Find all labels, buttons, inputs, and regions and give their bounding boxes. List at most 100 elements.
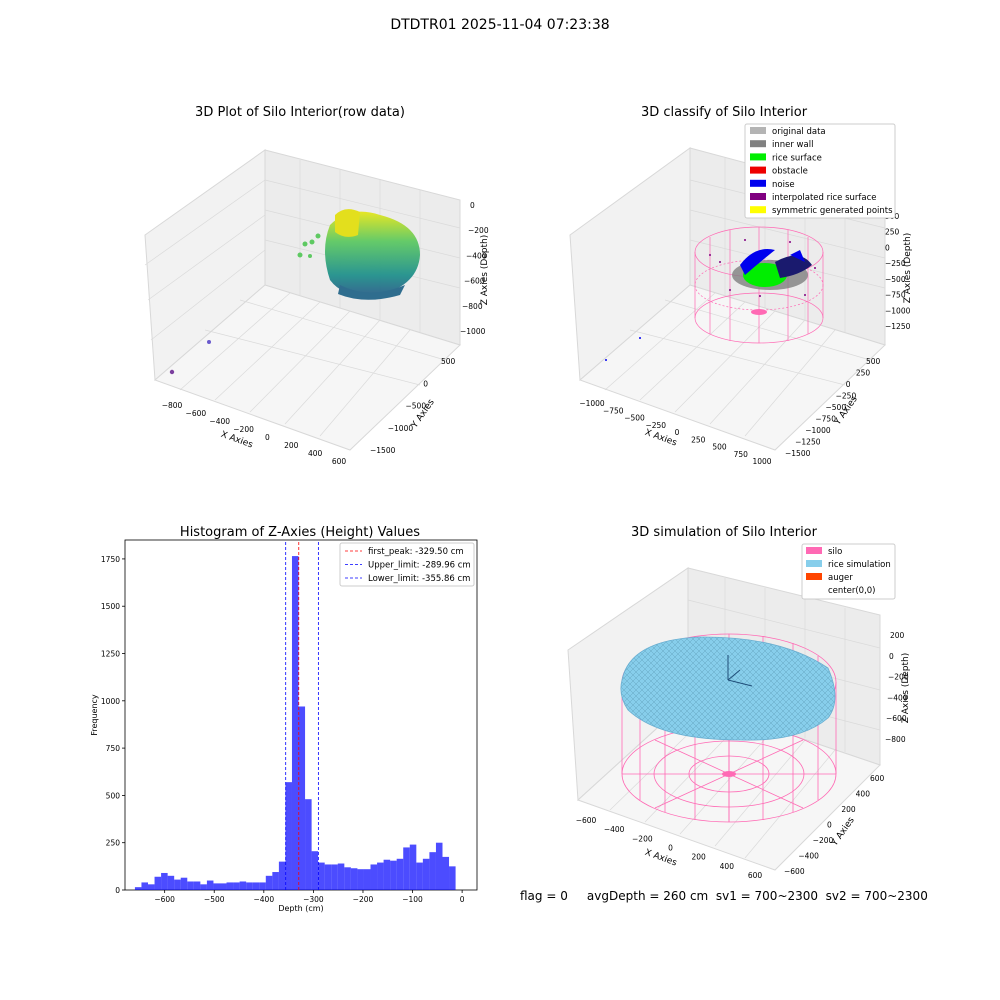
classify-legend-entry-label: symmetric generated points — [772, 206, 893, 216]
classify-z-tick: −1250 — [885, 322, 911, 331]
simulation-y-tick: −400 — [798, 852, 819, 861]
classify-legend-entry-label: interpolated rice surface — [772, 193, 877, 203]
histogram-bar — [206, 880, 214, 890]
histogram-bar — [213, 883, 220, 890]
simulation-z-tick: −400 — [887, 693, 908, 702]
classify-y-tick: 0 — [846, 380, 851, 389]
histogram-bar — [396, 858, 404, 890]
figure-title: DTDTR01 2025-11-04 07:23:38 — [390, 17, 610, 33]
classify-legend-entry-label: original data — [772, 127, 826, 137]
histogram-y-axis-label: Frequency — [90, 694, 99, 736]
simulation-y-tick: −600 — [784, 867, 805, 876]
simulation-legend-entry-label: center(0,0) — [828, 586, 876, 596]
simulation-x-tick: 0 — [668, 844, 673, 853]
histogram-bar — [377, 862, 384, 890]
classify-x-tick: −500 — [624, 414, 645, 423]
histogram-bar — [416, 862, 423, 890]
classify-x-tick: 500 — [712, 443, 727, 452]
histogram-bar — [298, 706, 306, 890]
classify-legend-entry-swatch — [750, 153, 766, 161]
histogram-bar — [219, 883, 227, 890]
simulation-z-tick: 0 — [889, 652, 894, 661]
classify-z-axis-label: Z Axies (Depth) — [903, 233, 913, 304]
histogram-bar — [291, 556, 299, 890]
raw-z-tick: −800 — [462, 302, 483, 311]
histogram-bar — [200, 884, 207, 890]
simulation-y-tick: 0 — [827, 821, 832, 830]
classify-plot-title: 3D classify of Silo Interior — [641, 105, 808, 120]
simulation-y-tick: 400 — [856, 790, 871, 799]
simulation-x-axis-label: X Axies — [643, 848, 678, 869]
histogram-x-tick-label: −100 — [402, 895, 423, 904]
classify-legend-entry-label: rice surface — [772, 153, 822, 163]
classify-x-tick: −750 — [603, 406, 624, 415]
histogram-bar — [141, 882, 149, 890]
histogram-bar — [429, 852, 436, 890]
histogram-bar — [363, 869, 371, 890]
classify-z-tick: −250 — [885, 259, 906, 268]
simulation-legend-entry-swatch — [806, 560, 822, 567]
raw-y-tick: 0 — [423, 379, 428, 388]
histogram-bar — [285, 782, 292, 890]
simulation-z-tick: −200 — [888, 673, 909, 682]
histogram-bar — [357, 869, 364, 890]
classify-y-tick: −1250 — [795, 438, 821, 447]
raw-z-tick: −400 — [466, 251, 487, 260]
raw-x-tick: 400 — [308, 449, 323, 458]
histogram-bar — [134, 887, 142, 890]
histogram-bar — [350, 868, 358, 890]
histogram-bar — [422, 858, 430, 890]
simulation-legend-entry-swatch — [806, 573, 822, 580]
histogram-bar — [161, 872, 168, 890]
classify-legend-entry-swatch — [750, 193, 766, 200]
histogram-y-tick-label: 750 — [106, 744, 121, 753]
histogram-y-tick-label: 1500 — [101, 602, 120, 611]
histogram-bar — [174, 879, 181, 890]
classify-y-tick: −250 — [836, 392, 857, 401]
classify-legend-entry-label: noise — [772, 180, 795, 190]
classify-legend-entry-swatch — [750, 206, 766, 214]
simulation-x-tick: 400 — [720, 862, 735, 871]
simulation-legend-entry-swatch — [806, 547, 822, 554]
raw-y-tick: −1000 — [388, 424, 414, 433]
classify-y-tick: 250 — [856, 369, 871, 378]
histogram-x-tick-label: −500 — [204, 895, 225, 904]
raw-x-tick: 200 — [284, 441, 299, 450]
raw-x-tick: 600 — [332, 457, 347, 466]
classify-legend-entry-label: inner wall — [772, 140, 813, 150]
simulation-legend-entry-label: auger — [828, 573, 853, 583]
classify-legend-entry-swatch — [750, 127, 766, 134]
histogram-y-tick-label: 0 — [115, 886, 120, 895]
classify-z-tick: −1000 — [885, 306, 911, 315]
raw-x-tick: −400 — [209, 417, 230, 426]
histogram-y-tick-label: 1250 — [101, 650, 120, 659]
histogram-x-tick-label: −400 — [254, 895, 275, 904]
classify-z-tick: 250 — [885, 228, 900, 237]
raw-x-tick: −200 — [233, 425, 254, 434]
histogram-bar — [246, 882, 253, 890]
histogram-x-tick-label: −600 — [154, 895, 175, 904]
simulation-x-tick: 600 — [748, 871, 763, 880]
histogram-bar — [233, 882, 240, 890]
classify-x-tick: 750 — [734, 450, 749, 459]
histogram-bar — [409, 844, 417, 890]
histogram-legend: first_peak: -329.50 cm Upper_limit: -289.… — [339, 542, 475, 587]
classify-x-tick: −250 — [645, 421, 666, 430]
histogram-bar — [154, 876, 162, 890]
histogram-legend-label: Lower_limit: -355.86 cm — [368, 574, 470, 584]
raw-data-3d-plot: 3D Plot of Silo Interior(row data) — [144, 105, 490, 466]
histogram-y-tick-label: 250 — [106, 839, 121, 848]
simulation-legend: silo rice simulation auger center(0,0) — [801, 543, 896, 600]
simulation-plot-title: 3D simulation of Silo Interior — [631, 525, 818, 540]
raw-x-tick: −800 — [162, 401, 183, 410]
classify-y-tick: −1500 — [785, 449, 811, 458]
classify-legend: original data inner wall rice surface obsta… — [744, 123, 896, 219]
raw-z-axis-label: Z Axies (Depth) — [480, 235, 490, 306]
simulation-legend-entry-label: silo — [828, 547, 842, 557]
histogram-bar — [390, 860, 397, 890]
histogram-chart: Histogram of Z-Axies (Height) Values −60… — [90, 525, 478, 913]
raw-z-tick: −1000 — [460, 327, 486, 336]
classify-z-tick: −500 — [885, 275, 906, 284]
histogram-y-ticks: 0 250 500 750 1000 1250 1500 1750 — [101, 555, 125, 895]
histogram-bar — [239, 881, 247, 890]
